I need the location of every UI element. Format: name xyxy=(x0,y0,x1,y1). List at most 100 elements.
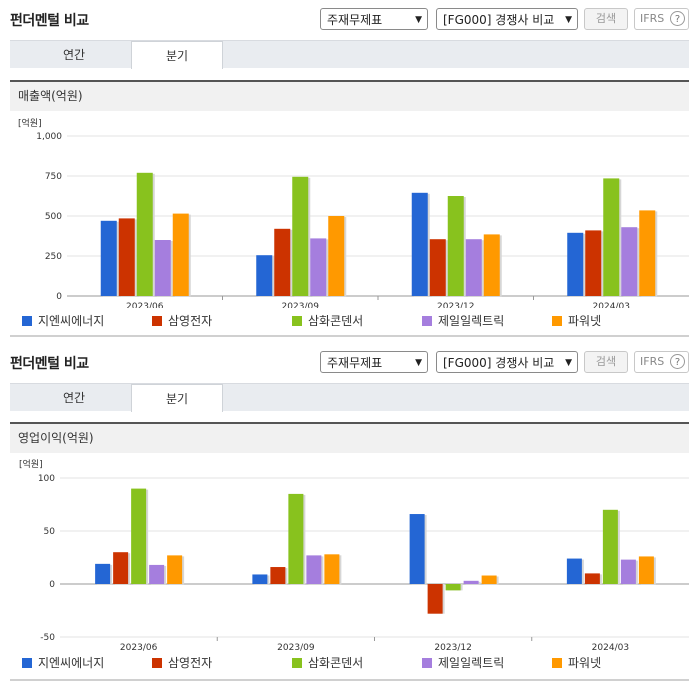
section-toolbar: 펀더멘털 비교 주재무제표 ▼ [FG000] 경쟁사 비교 ▼ 검색 IFRS… xyxy=(0,0,696,34)
legend-label: 제일일렉트릭 xyxy=(438,314,505,328)
bar[interactable] xyxy=(328,216,345,296)
bar[interactable] xyxy=(602,509,618,584)
ifrs-label: IFRS xyxy=(640,12,665,25)
legend-swatch xyxy=(552,658,562,668)
chart-legend: 지엔씨에너지 삼영전자 삼화콘덴서 제일일렉트릭 파워넷 xyxy=(22,313,682,329)
bar[interactable] xyxy=(270,567,286,584)
legend-label: 삼화콘덴서 xyxy=(308,314,364,328)
statement-select[interactable]: 주재무제표 ▼ xyxy=(320,8,428,30)
bar[interactable] xyxy=(149,564,165,584)
legend-swatch xyxy=(152,658,162,668)
bar[interactable] xyxy=(274,228,291,296)
search-button[interactable]: 검색 xyxy=(584,351,628,373)
bar[interactable] xyxy=(324,554,340,584)
tab-quarterly[interactable]: 분기 xyxy=(131,384,223,412)
bar[interactable] xyxy=(118,218,135,296)
peer-select[interactable]: [FG000] 경쟁사 비교 ▼ xyxy=(436,351,578,373)
tab-annual[interactable]: 연간 xyxy=(62,391,86,405)
legend-swatch xyxy=(552,316,562,326)
y-tick-label: 500 xyxy=(45,212,62,222)
bar[interactable] xyxy=(481,575,497,584)
y-tick-label: 0 xyxy=(49,580,55,590)
bar[interactable] xyxy=(95,563,111,584)
bar[interactable] xyxy=(483,234,500,296)
legend-label: 제일일렉트릭 xyxy=(438,656,505,670)
statement-select[interactable]: 주재무제표 ▼ xyxy=(320,351,428,373)
legend-label: 삼영전자 xyxy=(168,314,213,328)
metric-header: 영업이익(억원) xyxy=(10,422,689,453)
x-tick-label: 2023/06 xyxy=(126,302,164,308)
bar[interactable] xyxy=(639,210,656,296)
legend-label: 지엔씨에너지 xyxy=(38,656,105,670)
chevron-down-icon: ▼ xyxy=(415,15,422,25)
bar[interactable] xyxy=(100,220,117,296)
bar[interactable] xyxy=(292,176,309,296)
period-tabs: 연간 분기 xyxy=(10,383,689,412)
unit-label: [억원] xyxy=(19,458,43,470)
x-tick-label: 2023/12 xyxy=(434,643,471,653)
legend-swatch xyxy=(22,658,32,668)
legend-label: 파워넷 xyxy=(568,656,602,670)
legend-swatch xyxy=(422,316,432,326)
bar[interactable] xyxy=(411,192,428,296)
legend-label: 파워넷 xyxy=(568,314,602,328)
section-title: 펀더멘털 비교 xyxy=(10,356,89,372)
bar[interactable] xyxy=(310,238,327,296)
tab-annual[interactable]: 연간 xyxy=(62,48,86,62)
legend-label: 지엔씨에너지 xyxy=(38,314,105,328)
ifrs-toggle[interactable]: IFRS ? xyxy=(634,8,689,30)
bar[interactable] xyxy=(566,558,582,584)
bar[interactable] xyxy=(306,555,322,584)
chevron-down-icon: ▼ xyxy=(565,15,572,25)
bar[interactable] xyxy=(429,239,446,296)
bar[interactable] xyxy=(603,178,620,296)
bar[interactable] xyxy=(567,232,584,296)
bar[interactable] xyxy=(638,556,654,584)
bar[interactable] xyxy=(252,574,268,584)
x-tick-label: 2023/09 xyxy=(277,643,315,653)
help-icon[interactable]: ? xyxy=(670,354,685,369)
y-tick-label: 100 xyxy=(38,474,55,484)
bar[interactable] xyxy=(154,240,171,296)
legend-swatch xyxy=(292,316,302,326)
peer-select-value: [FG000] 경쟁사 비교 xyxy=(443,13,555,27)
bar[interactable] xyxy=(621,227,638,296)
bar[interactable] xyxy=(288,493,304,584)
ifrs-toggle[interactable]: IFRS ? xyxy=(634,351,689,373)
chevron-down-icon: ▼ xyxy=(415,358,422,368)
bar[interactable] xyxy=(131,488,147,584)
chart-area: [억원] 0 250 500 750 1,000 2023/06 2023/09 2023/12… xyxy=(10,112,689,312)
bar[interactable] xyxy=(445,584,461,591)
peer-select[interactable]: [FG000] 경쟁사 비교 ▼ xyxy=(436,8,578,30)
bar[interactable] xyxy=(113,552,129,584)
section-divider xyxy=(10,335,689,337)
bar[interactable] xyxy=(427,584,443,614)
y-tick-label: 1,000 xyxy=(36,132,62,142)
bar[interactable] xyxy=(256,255,273,296)
ifrs-label: IFRS xyxy=(640,355,665,368)
bar[interactable] xyxy=(167,555,183,584)
chevron-down-icon: ▼ xyxy=(565,358,572,368)
tab-quarterly[interactable]: 분기 xyxy=(131,41,223,69)
bar[interactable] xyxy=(584,573,600,584)
bar[interactable] xyxy=(585,230,602,296)
bar[interactable] xyxy=(620,559,636,584)
unit-label: [억원] xyxy=(18,117,42,129)
y-tick-label: 250 xyxy=(45,252,62,262)
period-tabs: 연간 분기 xyxy=(10,40,689,69)
legend-label: 삼영전자 xyxy=(168,656,213,670)
section-title: 펀더멘털 비교 xyxy=(10,13,89,29)
bar[interactable] xyxy=(172,213,189,296)
search-button[interactable]: 검색 xyxy=(584,8,628,30)
bar[interactable] xyxy=(465,239,482,296)
bar[interactable] xyxy=(409,514,425,584)
help-icon[interactable]: ? xyxy=(670,11,685,26)
x-tick-label: 2024/03 xyxy=(592,643,629,653)
metric-header: 매출액(억원) xyxy=(10,80,689,111)
y-tick-label: 750 xyxy=(45,172,62,182)
bar[interactable] xyxy=(136,172,153,296)
chart-legend: 지엔씨에너지 삼영전자 삼화콘덴서 제일일렉트릭 파워넷 xyxy=(22,655,682,671)
bar[interactable] xyxy=(463,580,479,584)
bar[interactable] xyxy=(447,196,464,296)
section-toolbar: 펀더멘털 비교 주재무제표 ▼ [FG000] 경쟁사 비교 ▼ 검색 IFRS… xyxy=(0,343,696,377)
